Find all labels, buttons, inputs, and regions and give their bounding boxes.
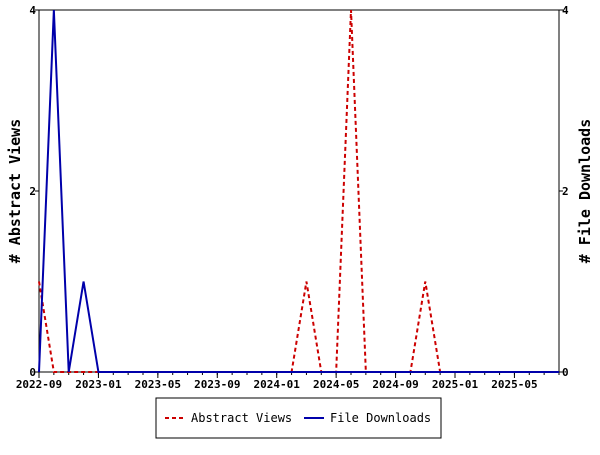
y-tick-label-right: 4 — [562, 4, 569, 17]
x-tick-label: 2023-01 — [75, 378, 122, 391]
x-tick-label: 2025-01 — [432, 378, 479, 391]
x-tick-label: 2023-05 — [135, 378, 181, 391]
series-line-file-downloads — [39, 10, 559, 372]
x-tick-label: 2025-05 — [491, 378, 537, 391]
y-tick-label-left: 4 — [29, 4, 36, 17]
y-tick-label-left: 2 — [29, 185, 36, 198]
y-axis-label-left: # Abstract Views — [6, 119, 24, 264]
x-tick-label: 2024-01 — [254, 378, 301, 391]
y-tick-label-right: 0 — [562, 366, 569, 379]
legend: Abstract Views File Downloads — [156, 398, 441, 438]
y-axis-label-right: # File Downloads — [576, 119, 594, 264]
x-tick-label: 2022-09 — [16, 378, 62, 391]
y-tick-label-right: 2 — [562, 185, 569, 198]
series-line-abstract-views — [39, 10, 559, 372]
x-tick-label: 2024-05 — [313, 378, 359, 391]
plot-frame — [39, 10, 559, 372]
x-tick-label: 2023-09 — [194, 378, 240, 391]
legend-label-file-downloads: File Downloads — [330, 411, 431, 425]
legend-label-abstract-views: Abstract Views — [191, 411, 292, 425]
x-tick-label: 2024-09 — [372, 378, 418, 391]
series-layer — [39, 10, 559, 372]
